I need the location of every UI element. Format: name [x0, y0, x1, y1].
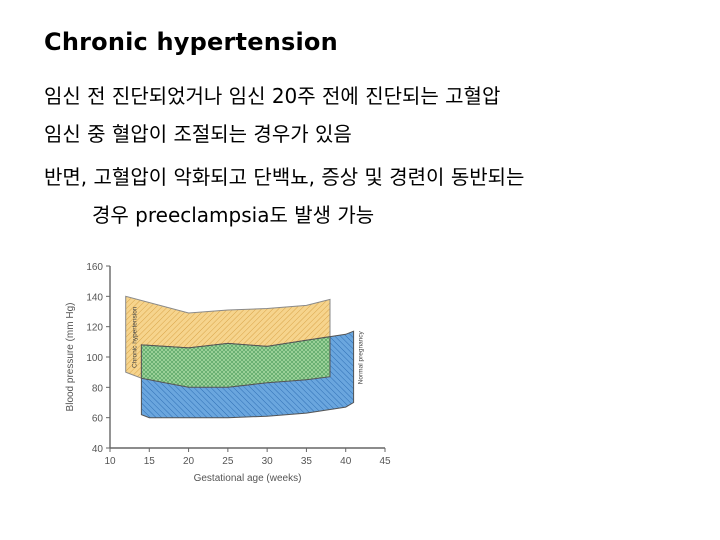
x-tick-label-25: 25: [222, 456, 234, 467]
y-tick-label-100: 100: [86, 353, 103, 364]
x-axis-label: Gestational age (weeks): [194, 473, 302, 484]
y-tick-label-160: 160: [86, 262, 103, 273]
bullet-line-4: 경우 preeclampsia도 발생 가능: [92, 203, 375, 227]
y-tick-label-80: 80: [92, 383, 104, 394]
blood-pressure-chart: 40 60 80 100 120 140 160 10 15 20 25 30 35 40 45 Gestat…: [65, 262, 391, 484]
x-tick-label-30: 30: [262, 456, 274, 467]
x-tick-label-45: 45: [379, 456, 391, 467]
y-tick-label-140: 140: [86, 292, 103, 303]
y-tick-label-40: 40: [92, 444, 104, 455]
bullet-line-3: 반면, 고혈압이 악화되고 단백뇨, 증상 및 경련이 동반되는: [44, 165, 525, 189]
x-tick-label-15: 15: [144, 456, 156, 467]
series-label-normal-pregnancy: Normal pregnancy: [358, 330, 365, 384]
series-overlap-region: [140, 336, 331, 388]
slide-title: Chronic hypertension: [44, 28, 338, 56]
x-tick-label-10: 10: [104, 456, 116, 467]
y-axis-label: Blood pressure (mm Hg): [65, 303, 76, 412]
x-tick-label-35: 35: [301, 456, 313, 467]
series-label-chronic-hypertension: Chronic hypertension: [132, 306, 139, 368]
x-tick-label-40: 40: [340, 456, 352, 467]
y-tick-label-60: 60: [92, 414, 104, 425]
bullet-line-2: 임신 중 혈압이 조절되는 경우가 있음: [44, 122, 352, 146]
x-tick-label-20: 20: [183, 456, 195, 467]
bullet-line-1: 임신 전 진단되었거나 임신 20주 전에 진단되는 고혈압: [44, 84, 501, 108]
y-tick-label-120: 120: [86, 323, 103, 334]
